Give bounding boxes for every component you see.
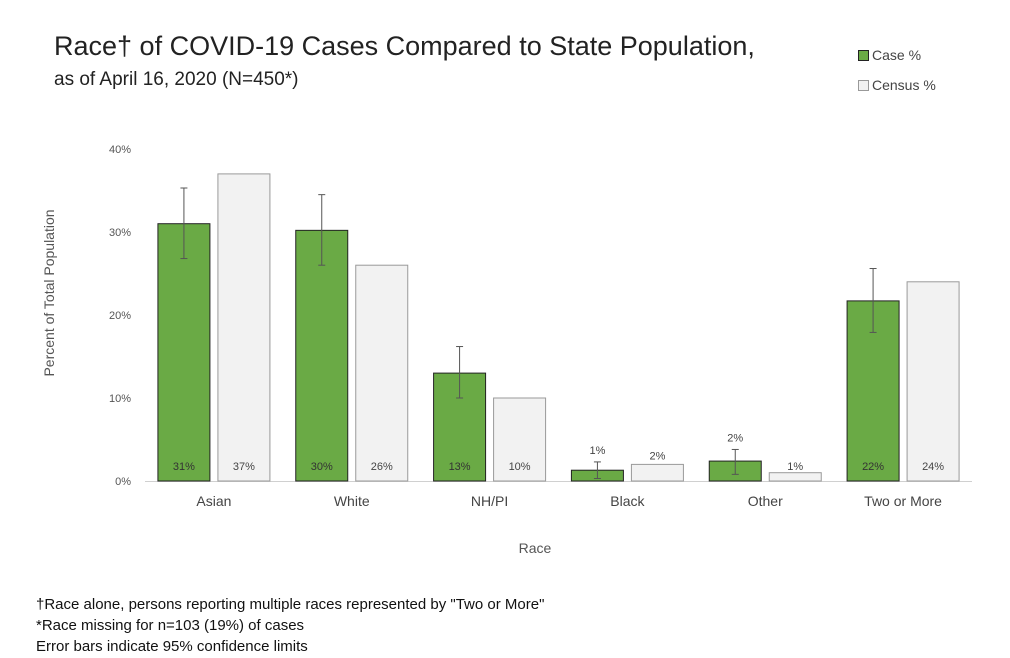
- y-tick-label: 20%: [109, 310, 131, 322]
- legend-item-census: Census %: [858, 70, 936, 100]
- x-tick-label: White: [334, 493, 370, 509]
- bar-census: [906, 281, 960, 482]
- bar-case: [295, 229, 349, 482]
- y-tick-label: 40%: [109, 144, 131, 156]
- y-tick-label: 0%: [115, 476, 131, 488]
- x-tick-label: Two or More: [864, 493, 942, 509]
- y-axis-label: Percent of Total Population: [41, 209, 57, 376]
- y-tick-label: 10%: [109, 393, 131, 405]
- footnote-error-bars: Error bars indicate 95% confidence limit…: [36, 638, 308, 655]
- bar-census: [630, 463, 684, 482]
- data-label: 2%: [649, 450, 665, 462]
- data-label: 31%: [173, 461, 195, 473]
- legend-label-census: Census %: [872, 77, 936, 93]
- data-label: 37%: [233, 461, 255, 473]
- data-label: 1%: [787, 461, 803, 473]
- data-label: 26%: [371, 461, 393, 473]
- x-tick-label: Asian: [196, 493, 231, 509]
- footnote-race-alone: †Race alone, persons reporting multiple …: [36, 596, 545, 613]
- legend-item-case: Case %: [858, 40, 936, 70]
- bar-census: [355, 264, 409, 482]
- data-label: 24%: [922, 461, 944, 473]
- legend-label-case: Case %: [872, 47, 922, 63]
- chart-title: Race† of COVID-19 Cases Compared to Stat…: [54, 31, 755, 61]
- data-label: 10%: [509, 461, 531, 473]
- x-tick-label: Other: [748, 493, 783, 509]
- bar-census: [217, 173, 271, 482]
- bar-census: [493, 397, 547, 482]
- x-tick-label: NH/PI: [471, 493, 508, 509]
- y-tick-label: 30%: [109, 227, 131, 239]
- legend: Case % Census %: [858, 40, 936, 100]
- x-tick-label: Black: [610, 493, 645, 509]
- chart-subtitle: as of April 16, 2020 (N=450*): [54, 69, 299, 90]
- data-label: 2%: [727, 432, 743, 444]
- data-label: 22%: [862, 461, 884, 473]
- data-label: 1%: [589, 445, 605, 457]
- data-label: 30%: [311, 461, 333, 473]
- legend-swatch-case: [858, 49, 869, 61]
- bar-case: [157, 223, 211, 482]
- footnote-missing: *Race missing for n=103 (19%) of cases: [36, 617, 305, 634]
- data-label: 13%: [449, 461, 471, 473]
- bar-census: [768, 472, 822, 482]
- legend-swatch-census: [858, 79, 869, 91]
- bar-chart: 0% 10% 20% 30% 40% Percent of Total Populatio…: [41, 144, 972, 556]
- x-axis-label: Race: [519, 540, 552, 556]
